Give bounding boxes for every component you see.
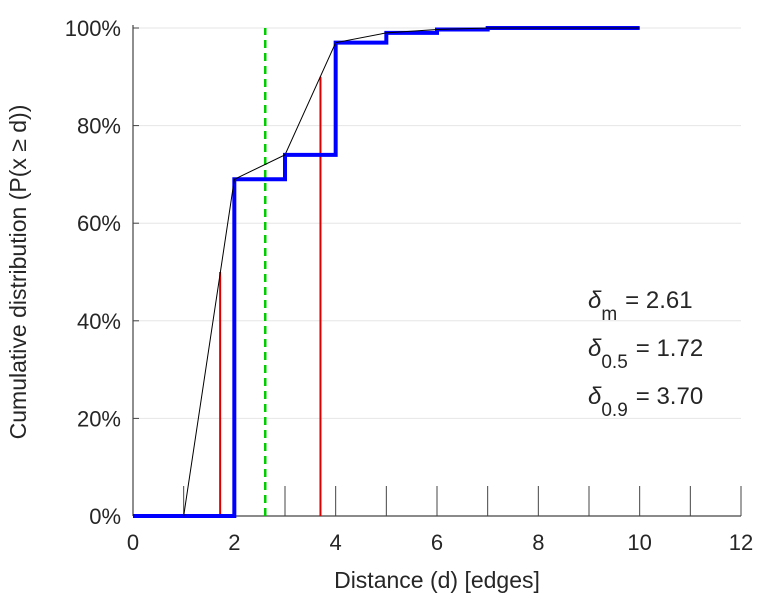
- y-tick-label: 40%: [77, 309, 121, 334]
- x-tick-label: 6: [431, 530, 443, 555]
- y-tick-label: 20%: [77, 406, 121, 431]
- x-axis-label: Distance (d) [edges]: [334, 567, 540, 593]
- data-marks: [133, 26, 640, 518]
- interpolated-cdf-line: [183, 27, 640, 517]
- y-tick-label: 60%: [77, 211, 121, 236]
- x-tick-label: 10: [627, 530, 651, 555]
- x-tick-label: 12: [729, 530, 753, 555]
- x-tick-label: 8: [532, 530, 544, 555]
- annotation-m: δm= 2.61: [588, 287, 693, 325]
- annotation-0.5: δ0.5= 1.72: [588, 335, 703, 373]
- annotations: δm= 2.61 δ0.5= 1.72 δ0.9= 3.70: [588, 287, 703, 421]
- y-tick-label: 0%: [89, 504, 121, 529]
- axes: 0% 20% 40% 60% 80% 100% 0 2 4 6 8 10 12: [65, 16, 754, 555]
- x-tick-label: 0: [127, 530, 139, 555]
- y-tick-label: 100%: [65, 16, 121, 41]
- x-tick-label: 2: [228, 530, 240, 555]
- annotation-0.9: δ0.9= 3.70: [588, 383, 703, 421]
- y-tick-label: 80%: [77, 114, 121, 139]
- x-tick-label: 4: [330, 530, 342, 555]
- step-cdf-line: [133, 26, 640, 518]
- y-axis-label: Cumulative distribution (P(x ≥ d)): [5, 105, 31, 440]
